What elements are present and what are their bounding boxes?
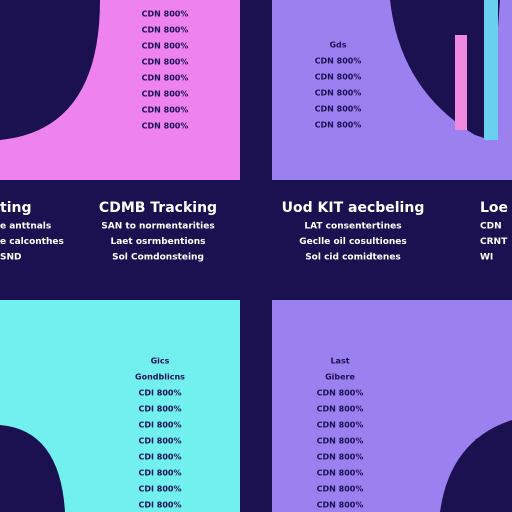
panel-row: CDN 800% (142, 10, 189, 19)
panel-row: CDI 800% (139, 437, 182, 446)
panel-row: CDN 800% (317, 501, 364, 510)
panel-row: CDN 800% (317, 421, 364, 430)
caption-line: Sol cid comidtenes (305, 253, 401, 263)
panel-row: CDN 80% (474, 470, 512, 479)
panel-row: CDN 800% (317, 405, 364, 414)
panel-heading: Last (330, 357, 349, 366)
caption-line: Laet osrmbentions (111, 237, 206, 247)
panel-row: CDN 800% (315, 89, 362, 98)
panel-row: CDN 800% (142, 42, 189, 51)
caption-line: e calconthes (0, 237, 64, 247)
panel-row: CDN 80% (474, 438, 512, 447)
caption-line: CRNT (480, 237, 508, 247)
caption-line: Geclle oil cosultiones (299, 237, 407, 247)
panel-row: CDN 80% (474, 454, 512, 463)
caption-line: SAN to normentarities (101, 222, 214, 232)
panel-heading: Gics (151, 357, 170, 366)
caption-line: CDN (480, 222, 502, 232)
panel-row: CDN 800% (315, 121, 362, 130)
panel-row: CDN 800% (142, 122, 189, 131)
panel-row: CDI 800% (139, 421, 182, 430)
panel-row: CDN 800% (317, 389, 364, 398)
panel-row: CDN 800% (317, 453, 364, 462)
panel-row: CDI 800% (139, 485, 182, 494)
panel-row: CDN 800% (315, 105, 362, 114)
panel-row: CDN 800% (315, 57, 362, 66)
panel-row: CDN 800% (315, 73, 362, 82)
panel-row: CDI 800% (139, 453, 182, 462)
panel-row: CDN 800% (142, 26, 189, 35)
caption-line: SND (0, 253, 22, 263)
panel-row: CDN 800% (142, 58, 189, 67)
caption-line: e anttnals (0, 222, 51, 232)
panel-row: CDN 800% (317, 437, 364, 446)
panel-row: CDI 800% (139, 389, 182, 398)
caption-title: Loe (480, 200, 508, 216)
caption-line: Sol Comdonsteing (112, 253, 204, 263)
panel-row: CDN 800% (142, 74, 189, 83)
panel-row: CDN 800% (142, 106, 189, 115)
panel-row: CDN 800% (142, 90, 189, 99)
accent (484, 0, 498, 140)
accent (455, 35, 467, 130)
caption-title: ting (0, 200, 31, 216)
panel-row: CDN 800% (317, 469, 364, 478)
panel-row: CDN 800% (317, 485, 364, 494)
panel-heading: Gibere (325, 373, 355, 382)
panel-row: CDI 800% (139, 405, 182, 414)
panel-heading: Gds (329, 41, 346, 50)
panel-row: CDN 80% (474, 486, 512, 495)
panel-row: CDI 800% (139, 501, 182, 510)
shape (440, 420, 512, 512)
panel-row: CDI 800% (139, 469, 182, 478)
caption-line: WI (480, 253, 493, 263)
panel-heading: Gondblicns (135, 373, 185, 382)
caption-title: Uod KIT aecbeling (282, 200, 425, 216)
shape (390, 0, 500, 140)
shape (0, 425, 65, 512)
shape (0, 0, 100, 140)
caption-title: CDMB Tracking (99, 200, 217, 216)
caption-line: LAT consentertines (304, 222, 401, 232)
